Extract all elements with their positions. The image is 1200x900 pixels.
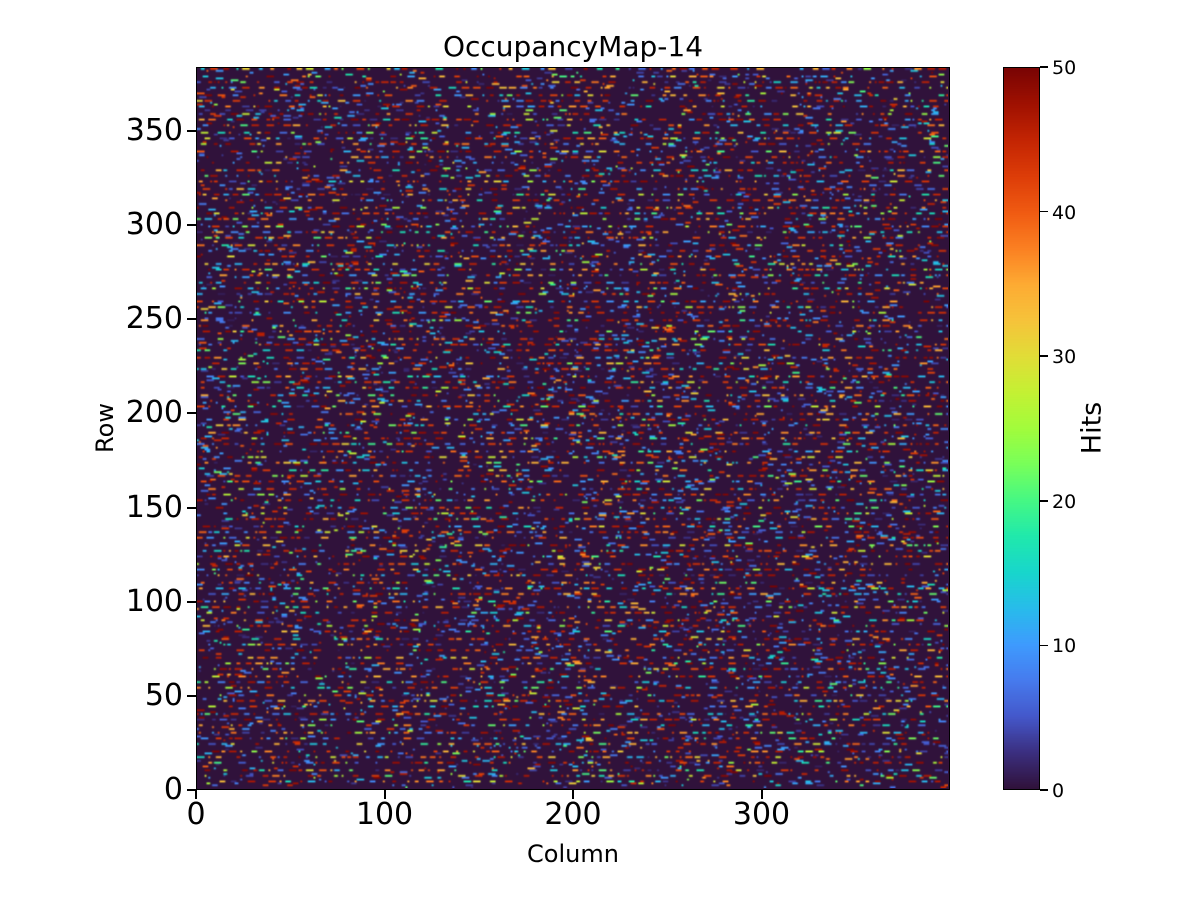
- colorbar-tick-label: 30: [1052, 346, 1077, 369]
- colorbar-tick: [1040, 500, 1048, 502]
- y-tick: [187, 224, 196, 227]
- y-tick: [187, 318, 196, 321]
- x-tick: [760, 790, 763, 799]
- x-tick-label: 300: [732, 797, 791, 832]
- chart-title: OccupancyMap-14: [442, 30, 704, 63]
- y-tick: [187, 694, 196, 697]
- heatmap-canvas: [197, 68, 948, 788]
- y-tick-label: 150: [125, 489, 183, 525]
- y-axis-label-text: Row: [91, 403, 119, 453]
- colorbar-tick-label: 40: [1052, 201, 1077, 224]
- y-tick: [187, 412, 196, 415]
- y-tick-label: 200: [125, 395, 183, 431]
- y-tick: [187, 130, 196, 133]
- y-tick-label: 300: [125, 207, 183, 243]
- colorbar-tick: [1040, 644, 1048, 647]
- colorbar-tick: [1040, 210, 1048, 213]
- colorbar-tick: [1040, 66, 1048, 68]
- x-axis-label: Column: [527, 840, 619, 868]
- x-tick: [195, 790, 197, 799]
- y-tick-label: 100: [125, 583, 183, 619]
- colorbar-tick-label: 20: [1052, 490, 1077, 513]
- colorbar-label-text: Hits: [1076, 401, 1108, 455]
- x-tick-label: 0: [186, 797, 206, 832]
- heatmap-plot: [196, 67, 950, 790]
- colorbar-tick: [1040, 789, 1048, 791]
- y-tick-label: 250: [125, 301, 183, 337]
- x-tick-label: 200: [544, 797, 602, 832]
- colorbar-tick-label: 0: [1052, 780, 1065, 802]
- x-tick: [572, 790, 574, 799]
- y-tick-label: 0: [163, 772, 183, 807]
- colorbar-tick-label: 10: [1052, 635, 1077, 658]
- x-tick: [383, 790, 386, 799]
- y-tick-label: 50: [144, 677, 183, 713]
- y-tick-label: 350: [125, 113, 183, 149]
- y-tick: [187, 600, 196, 603]
- colorbar: [1003, 67, 1040, 790]
- x-tick-label: 100: [355, 797, 414, 832]
- colorbar-tick: [1040, 355, 1048, 357]
- colorbar-canvas: [1004, 68, 1039, 789]
- y-tick: [187, 506, 196, 509]
- y-tick: [187, 789, 196, 791]
- colorbar-tick-label: 50: [1052, 57, 1077, 79]
